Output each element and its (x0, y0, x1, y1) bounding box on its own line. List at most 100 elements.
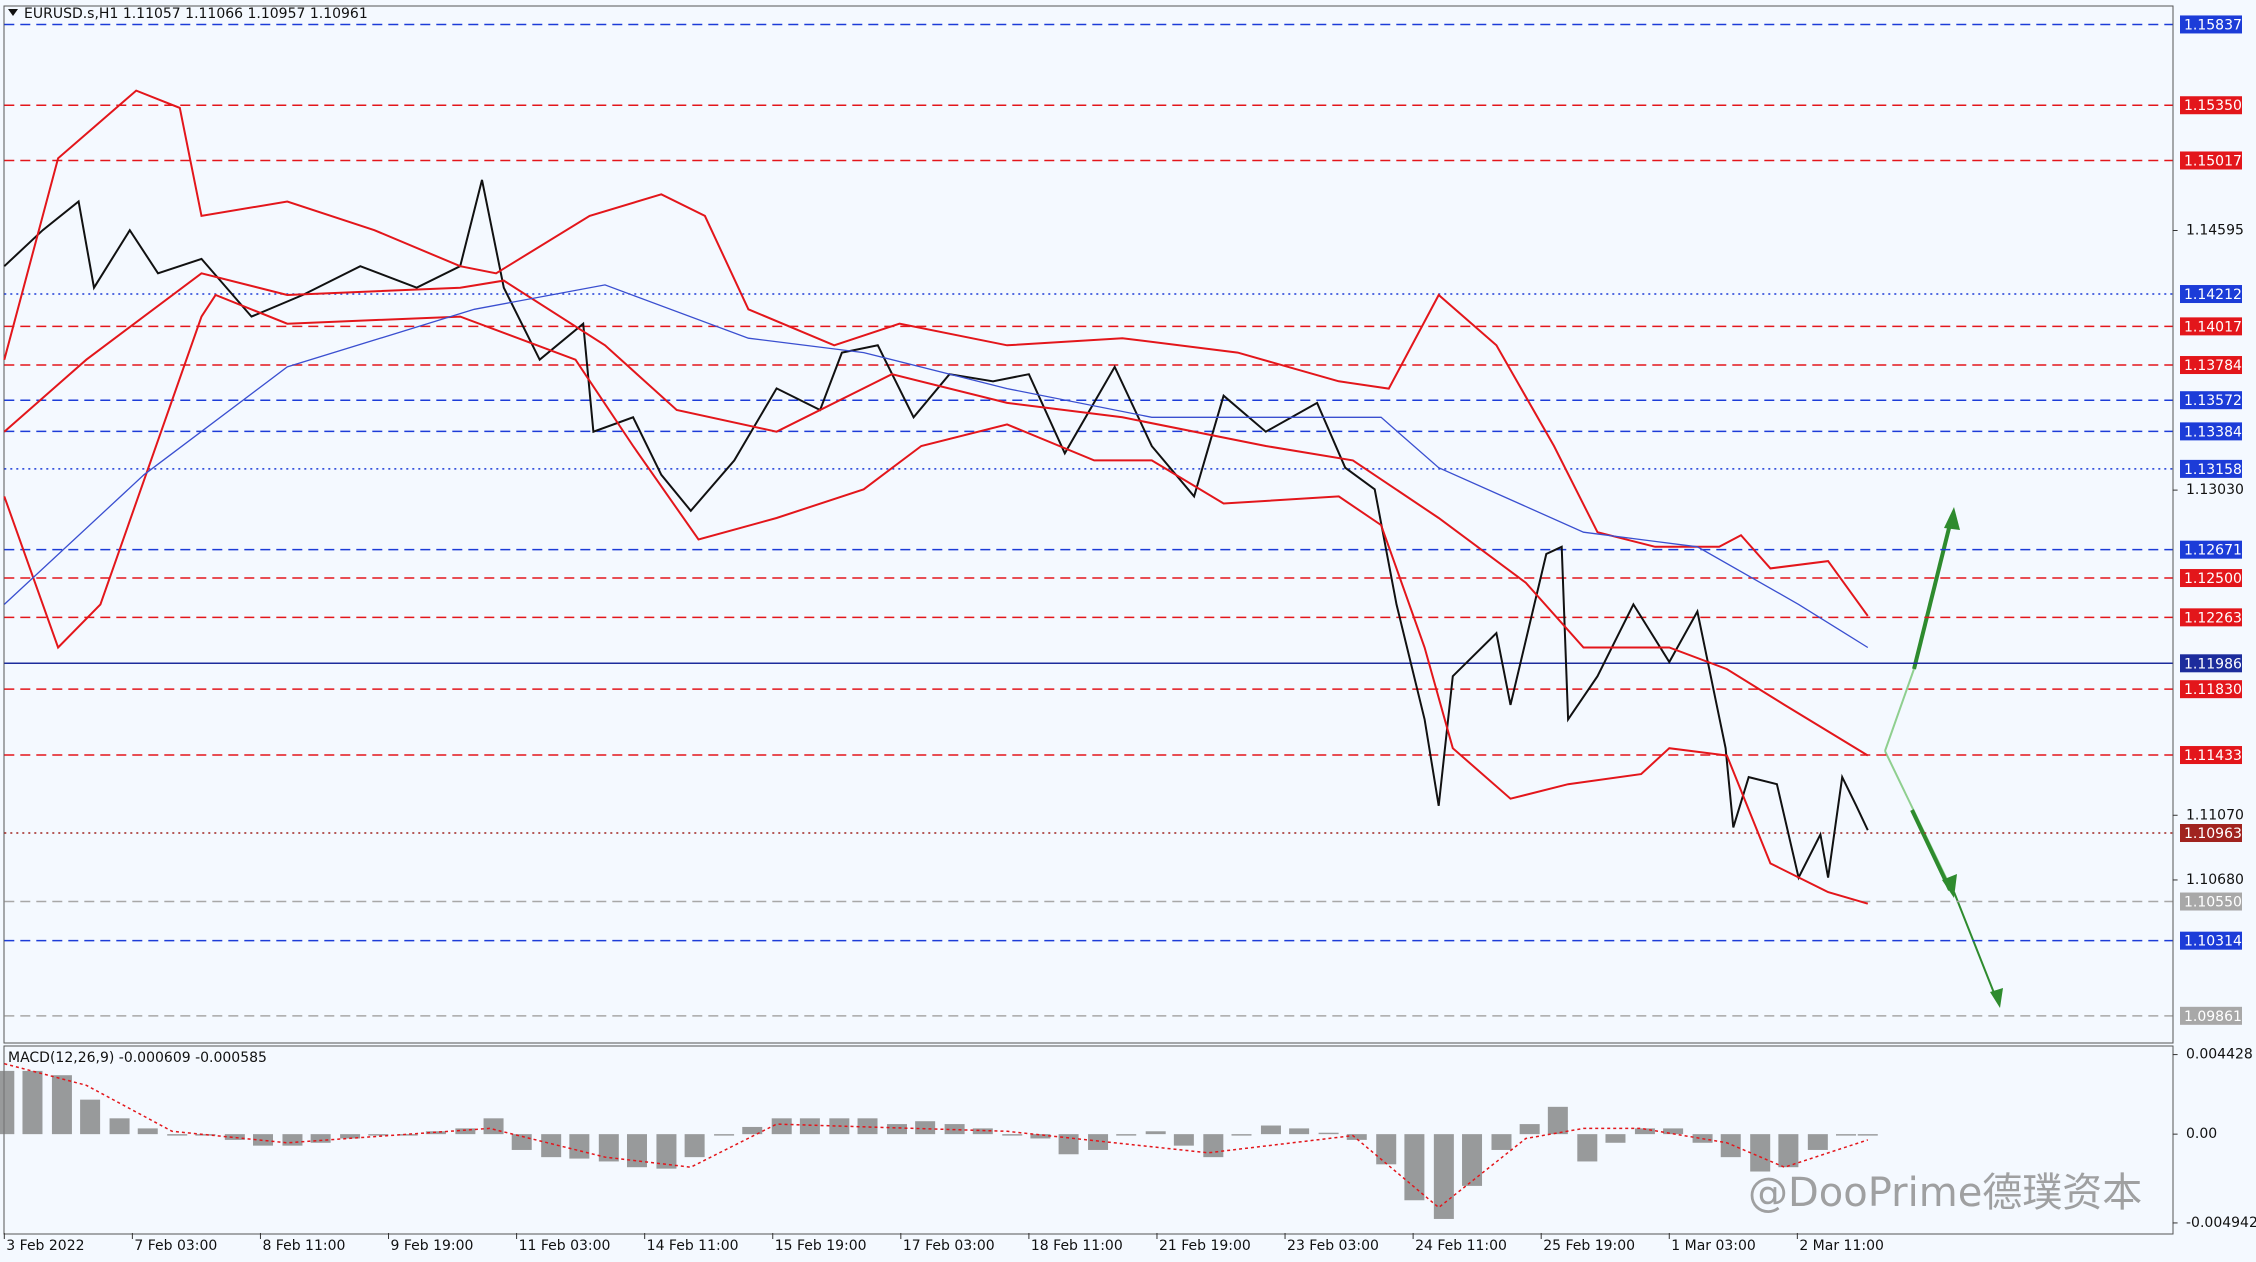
level-label-bg (2180, 680, 2242, 699)
level-label-bg (2180, 654, 2242, 673)
price-line (3, 293, 1869, 905)
macd-bar (340, 1134, 361, 1139)
macd-bar (1663, 1128, 1684, 1135)
macd-bar (397, 1134, 418, 1136)
macd-bar (368, 1134, 389, 1136)
arrow-up-lead (1884, 668, 1915, 752)
macd-bar (1116, 1134, 1137, 1136)
x-tick-label: 23 Feb 03:00 (1287, 1238, 1379, 1254)
macd-bar (1857, 1134, 1878, 1136)
macd-bar (109, 1118, 130, 1135)
y-tick-label: 1.13030 (2186, 482, 2244, 498)
x-tick-label: 21 Feb 19:00 (1159, 1238, 1251, 1254)
level-label-bg (2180, 151, 2242, 170)
level-label-bg (2180, 746, 2242, 765)
macd-bar (1088, 1134, 1109, 1150)
macd-bar (915, 1121, 936, 1135)
level-label: 1.13572 (2184, 393, 2242, 409)
macd-bar (886, 1124, 907, 1135)
macd-bar (1807, 1134, 1828, 1150)
macd-bar (1173, 1134, 1194, 1146)
macd-bar (1231, 1134, 1252, 1136)
y-tick-label: 1.14595 (2186, 222, 2244, 238)
macd-bar (1030, 1134, 1051, 1139)
macd-bar (1519, 1124, 1540, 1135)
level-label-bg (2180, 892, 2242, 911)
level-label-bg (2180, 96, 2242, 115)
x-tick-label: 25 Feb 19:00 (1543, 1238, 1635, 1254)
macd-bar (1605, 1134, 1626, 1143)
macd-bar (1404, 1134, 1425, 1201)
macd-bar (22, 1070, 43, 1135)
price-line (3, 272, 1869, 757)
level-label: 1.13784 (2184, 358, 2242, 374)
x-tick-label: 18 Feb 11:00 (1031, 1238, 1123, 1254)
level-label: 1.15837 (2184, 17, 2242, 33)
forecast-arrows (1884, 507, 2003, 1008)
macd-bar (771, 1118, 792, 1135)
macd-bar (656, 1134, 677, 1169)
macd-bar (80, 1099, 101, 1135)
macd-bar (1547, 1106, 1568, 1135)
level-label: 1.14212 (2184, 287, 2242, 303)
macd-bar (626, 1134, 647, 1168)
menu-triangle (8, 9, 18, 16)
macd-bar (282, 1134, 303, 1146)
level-label: 1.11433 (2184, 748, 2242, 764)
macd-bar (1318, 1132, 1339, 1135)
macd-bar (167, 1134, 188, 1136)
x-tick-label: 17 Feb 03:00 (903, 1238, 995, 1254)
macd-bar (1433, 1134, 1454, 1219)
level-label-bg (2180, 391, 2242, 410)
y-tick-label: 1.10680 (2186, 872, 2244, 888)
level-label-bg (2180, 459, 2242, 478)
level-label: 1.10550 (2184, 895, 2242, 911)
macd-bar (310, 1134, 331, 1143)
level-label-bg (2180, 285, 2242, 304)
x-tick-label: 2 Mar 11:00 (1799, 1238, 1884, 1254)
price-panel (3, 5, 2174, 1044)
arrow-up (1912, 515, 1954, 670)
y-tick-label: -0.004942 (2186, 1215, 2256, 1231)
level-label-bg (2180, 608, 2242, 627)
macd-bar (1203, 1134, 1224, 1158)
arrow-down (1910, 809, 1952, 891)
macd-bar (1260, 1125, 1281, 1135)
x-tick-label: 24 Feb 11:00 (1415, 1238, 1507, 1254)
arrow-down-head (1942, 874, 1957, 898)
macd-bar (1145, 1131, 1166, 1135)
x-tick-label: 9 Feb 19:00 (391, 1238, 474, 1254)
macd-bar (1750, 1134, 1771, 1172)
macd-bar (224, 1134, 245, 1140)
level-label-bg (2180, 1006, 2242, 1025)
y-tick-label: 0.00 (2186, 1126, 2217, 1142)
macd-bar (598, 1134, 619, 1162)
macd-bar (0, 1070, 15, 1135)
macd-bar (1376, 1134, 1397, 1165)
macd-bar (253, 1134, 274, 1146)
macd-bar (195, 1134, 216, 1136)
macd-bar (137, 1128, 158, 1135)
macd-panel (3, 1045, 2174, 1235)
level-label-bg (2180, 824, 2242, 843)
level-label-bg (2180, 540, 2242, 559)
level-label: 1.09861 (2184, 1009, 2242, 1025)
level-label: 1.12500 (2184, 571, 2242, 587)
macd-bar (857, 1118, 878, 1135)
macd-bar (483, 1118, 504, 1135)
arrow-down-2 (1953, 891, 1997, 999)
level-label: 1.10314 (2184, 934, 2242, 950)
level-label: 1.13384 (2184, 424, 2242, 440)
macd-bar (1491, 1134, 1512, 1150)
macd-bar (511, 1134, 532, 1150)
arrow-up-head (1944, 507, 1960, 530)
macd-bar (1289, 1128, 1310, 1135)
level-label-bg (2180, 931, 2242, 950)
price-line (3, 284, 1869, 649)
level-label: 1.13158 (2184, 462, 2242, 478)
watermark: @DooPrime德璞资本 (1748, 1170, 2142, 1216)
macd-bar (1577, 1134, 1598, 1162)
x-tick-label: 8 Feb 11:00 (262, 1238, 345, 1254)
level-label-bg (2180, 356, 2242, 375)
